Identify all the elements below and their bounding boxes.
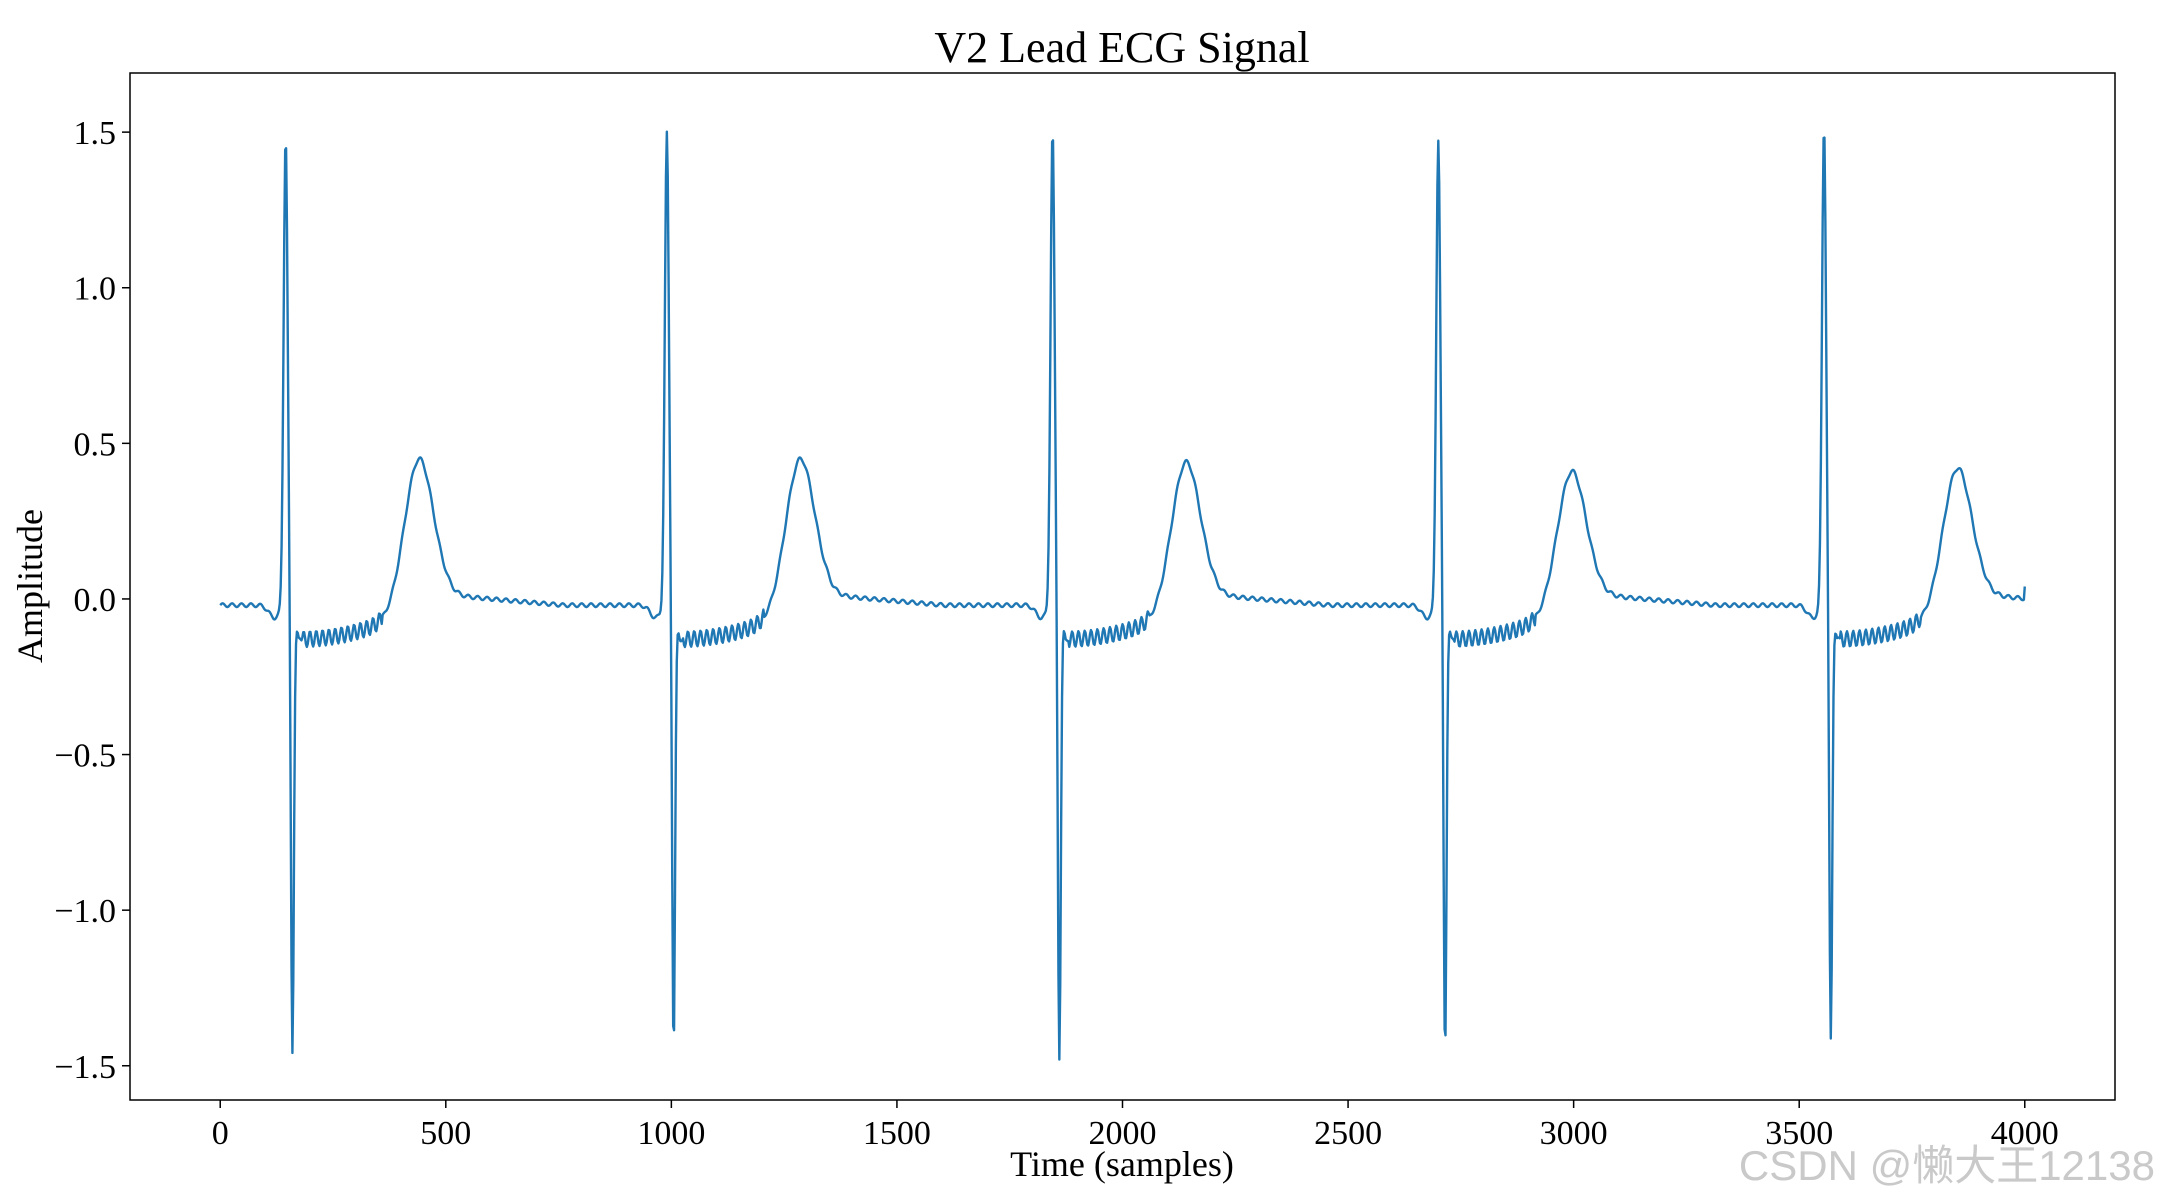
x-tick-label: 0 (212, 1115, 229, 1152)
chart-title: V2 Lead ECG Signal (934, 23, 1309, 72)
y-axis-label: Amplitude (10, 509, 50, 663)
x-tick-label: 1000 (637, 1115, 705, 1152)
y-tick-label: 1.0 (74, 271, 117, 308)
y-tick-label: −1.0 (54, 893, 116, 930)
x-tick-label: 500 (420, 1115, 471, 1152)
x-tick-label: 4000 (1991, 1115, 2059, 1152)
watermark: CSDN @懒大王12138 (1739, 1142, 2155, 1189)
x-tick-label: 3500 (1765, 1115, 1833, 1152)
y-axis: −1.5 −1.0 −0.5 0.0 0.5 1.0 1.5 (54, 115, 130, 1086)
x-tick-label: 3000 (1540, 1115, 1608, 1152)
x-axis-label: Time (samples) (1010, 1144, 1234, 1184)
plot-area (129, 72, 2116, 1101)
ecg-series-line (219, 130, 2026, 1061)
x-tick-label: 2500 (1314, 1115, 1382, 1152)
y-tick-label: −0.5 (54, 738, 116, 775)
x-axis: 0 500 1000 1500 2000 2500 3000 3500 4000 (212, 1100, 2059, 1152)
x-tick-label: 1500 (863, 1115, 931, 1152)
y-tick-label: 1.5 (74, 115, 117, 152)
y-tick-label: 0.0 (74, 582, 117, 619)
y-tick-label: 0.5 (74, 426, 117, 463)
x-tick-label: 2000 (1089, 1115, 1157, 1152)
y-tick-label: −1.5 (54, 1049, 116, 1086)
